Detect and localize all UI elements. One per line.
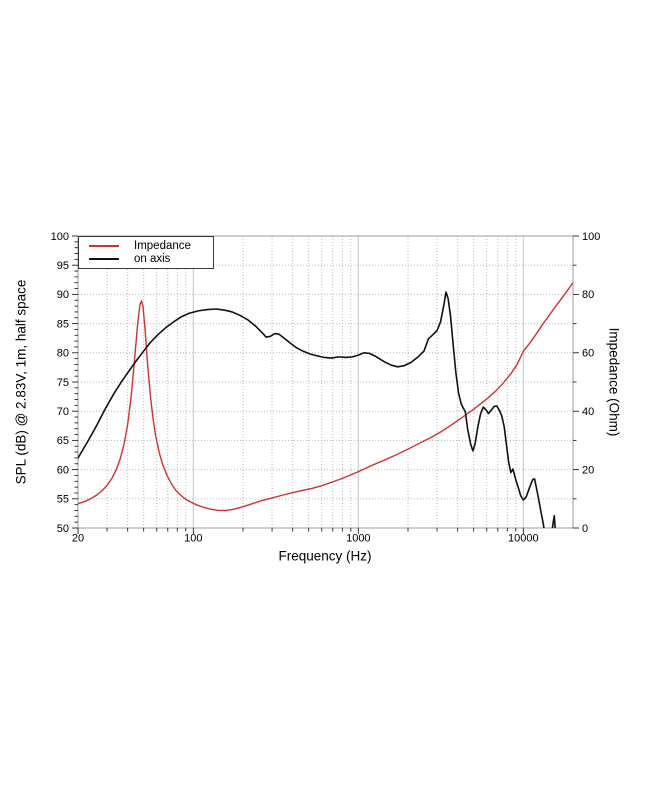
series-line-impedance: [78, 282, 573, 512]
legend-item-on-axis: on axis: [79, 253, 213, 266]
on-axis-line-swatch: [89, 258, 119, 261]
svg-text:40: 40: [582, 406, 594, 418]
svg-text:70: 70: [57, 406, 69, 418]
axis-ticks: [72, 235, 579, 534]
svg-text:80: 80: [57, 348, 69, 360]
svg-text:20: 20: [582, 464, 594, 476]
legend-label-on-axis: on axis: [134, 253, 171, 266]
svg-text:100: 100: [51, 231, 69, 243]
y-right-axis-title: Impedance (Ohm): [606, 327, 622, 437]
impedance-line-swatch: [89, 244, 119, 247]
svg-text:55: 55: [57, 494, 69, 506]
legend-label-impedance: Impedance: [134, 239, 191, 252]
gridlines: [78, 236, 573, 528]
legend-item-impedance: Impedance: [79, 239, 213, 252]
svg-text:95: 95: [57, 260, 69, 272]
y-left-axis-title: SPL (dB) @ 2.83V, 1m, half space: [13, 279, 29, 485]
svg-text:60: 60: [57, 464, 69, 476]
svg-text:0: 0: [582, 523, 588, 535]
svg-text:60: 60: [582, 348, 594, 360]
svg-text:20: 20: [72, 533, 84, 545]
svg-text:80: 80: [582, 289, 594, 301]
svg-text:100: 100: [582, 231, 600, 243]
svg-text:85: 85: [57, 318, 69, 330]
svg-text:65: 65: [57, 435, 69, 447]
chart-legend: Impedance on axis: [78, 236, 214, 269]
series-line-on-axis: [78, 291, 556, 528]
svg-text:75: 75: [57, 377, 69, 389]
svg-text:90: 90: [57, 289, 69, 301]
svg-text:10000: 10000: [508, 533, 539, 545]
x-axis-title: Frequency (Hz): [278, 548, 372, 564]
svg-text:100: 100: [184, 533, 202, 545]
svg-text:1000: 1000: [346, 533, 370, 545]
svg-text:50: 50: [57, 523, 69, 535]
